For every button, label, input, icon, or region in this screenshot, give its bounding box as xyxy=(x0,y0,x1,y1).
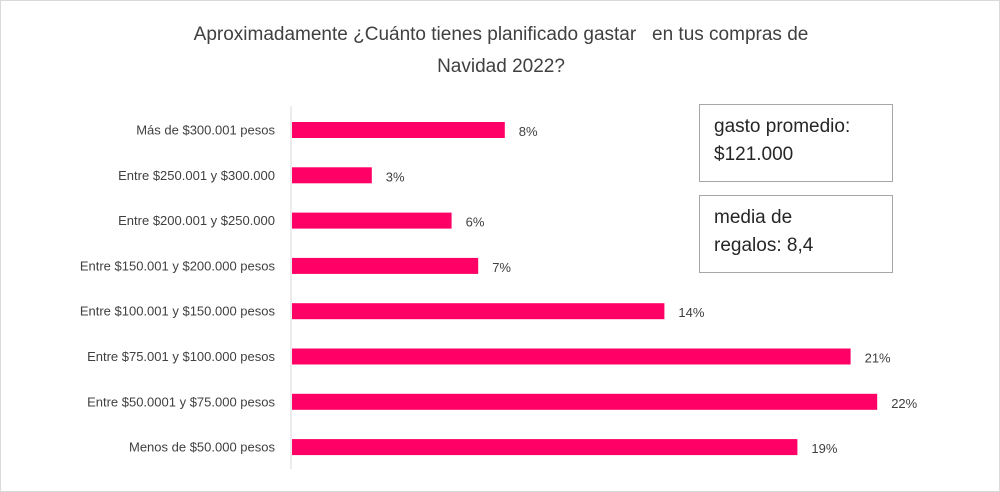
category-label: Entre $100.001 y $150.000 pesos xyxy=(80,304,276,319)
category-label: Entre $150.001 y $200.000 pesos xyxy=(80,258,276,273)
data-label: 14% xyxy=(678,305,704,320)
data-label: 8% xyxy=(519,124,538,139)
avg-spend-value: $121.000 xyxy=(714,144,794,165)
data-label: 3% xyxy=(386,169,405,184)
data-label: 22% xyxy=(891,396,917,411)
data-label: 19% xyxy=(811,441,837,456)
category-label: Entre $200.001 y $250.000 xyxy=(118,213,275,228)
chart-title-line-2: Navidad 2022? xyxy=(437,56,565,77)
data-label: 7% xyxy=(492,260,511,275)
bar xyxy=(292,122,505,138)
bar xyxy=(292,439,798,456)
avg-spend-label: gasto promedio: xyxy=(714,116,851,137)
category-label: Entre $75.001 y $100.000 pesos xyxy=(87,349,275,364)
bar xyxy=(292,167,372,184)
chart-title-line-1: Aproximadamente ¿Cuánto tienes planifica… xyxy=(193,24,809,45)
avg-gifts-value: regalos: 8,4 xyxy=(714,235,814,256)
category-label: Entre $50.0001 y $75.000 pesos xyxy=(87,394,275,409)
data-label: 6% xyxy=(466,215,485,230)
avg-gifts-label: media de xyxy=(714,207,793,228)
avg-gifts-box: media de regalos: 8,4 xyxy=(699,195,893,273)
category-label: Entre $250.001 y $300.000 xyxy=(118,168,275,183)
chart-title: Aproximadamente ¿Cuánto tienes planifica… xyxy=(101,19,901,83)
bar xyxy=(292,348,851,365)
avg-spend-box: gasto promedio: $121.000 xyxy=(699,104,893,182)
bar xyxy=(292,257,479,274)
bar xyxy=(292,212,452,229)
bar xyxy=(292,303,665,320)
category-label: Más de $300.001 pesos xyxy=(136,123,275,138)
category-label: Menos de $50.000 pesos xyxy=(129,440,275,455)
bar xyxy=(292,393,878,410)
data-label: 21% xyxy=(865,351,891,366)
